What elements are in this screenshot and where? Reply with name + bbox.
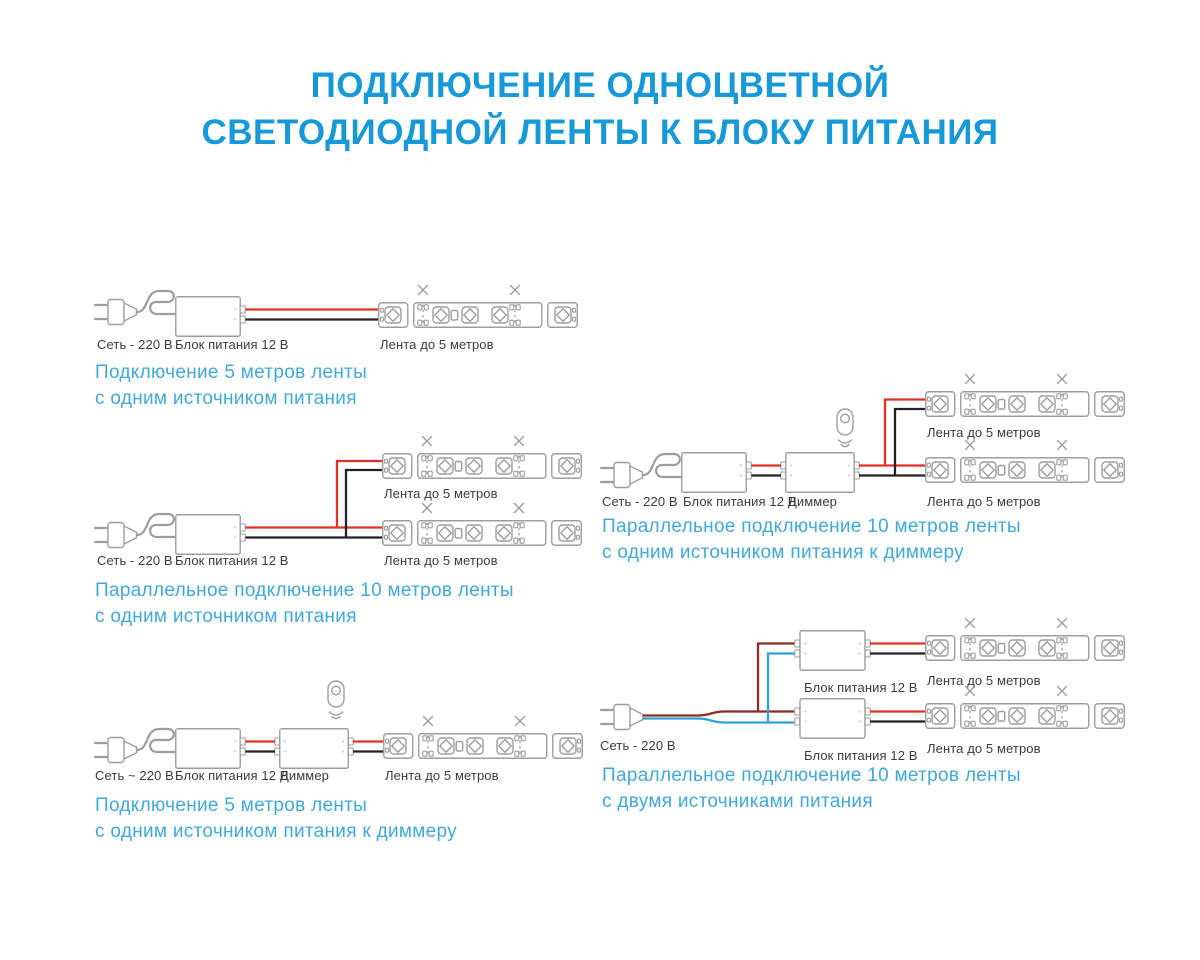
label-psu: Блок питания 12 В: [683, 494, 797, 509]
diagram-caption: Параллельное подключение 10 метров ленты…: [95, 578, 514, 630]
caption-line1: Параллельное подключение 10 метров ленты: [602, 516, 1021, 537]
led-strip-top: [925, 373, 1125, 417]
led-strip-top: [382, 435, 582, 479]
label-psu: Блок питания 12 В: [175, 337, 289, 352]
label-mains: Сеть - 220 В: [600, 738, 676, 753]
label-dimmer: Диммер: [280, 768, 330, 783]
negative-wire: [870, 652, 926, 723]
diagram-5m-one-psu-drawing: [93, 284, 578, 337]
caption-line1: Подключение 5 метров ленты: [95, 362, 368, 383]
label-psu: Блок питания 12 В: [175, 768, 289, 783]
diagram-10m-one-psu: Лента до 5 метров Сеть - 220 В Блок пита…: [80, 430, 590, 645]
diagram-caption: Параллельное подключение 10 метров ленты…: [602, 514, 1021, 566]
negative-wire: [751, 407, 926, 477]
diagram-5m-one-psu: Сеть - 220 В Блок питания 12 В Лента до …: [80, 280, 590, 425]
diagram-10m-two-psu-drawing: [599, 617, 1125, 739]
power-plug-icon: [93, 521, 138, 549]
negative-wire: [245, 468, 383, 539]
page-title-line2: СВЕТОДИОДНОЙ ЛЕНТЫ К БЛОКУ ПИТАНИЯ: [201, 113, 999, 152]
led-strip-bottom: [925, 685, 1125, 729]
line-wire: [643, 642, 795, 717]
caption-line2: с одним источником питания: [95, 606, 357, 627]
label-psu: Блок питания 12 В: [175, 553, 289, 568]
diagram-10m-two-psu: Лента до 5 метров Блок питания 12 В Сеть…: [592, 610, 1132, 820]
label-dimmer: Диммер: [788, 494, 838, 509]
diagram-caption: Подключение 5 метров ленты с одним источ…: [95, 360, 367, 412]
power-plug-icon: [93, 736, 138, 764]
power-supply-box: [681, 452, 752, 493]
diagram-caption: Параллельное подключение 10 метров ленты…: [602, 763, 1021, 815]
label-mains: Сеть - 220 В: [602, 494, 678, 509]
caption-line2: с одним источником питания к диммеру: [602, 542, 964, 563]
diagram-5m-dimmer-drawing: [93, 680, 583, 769]
label-psu-top: Блок питания 12 В: [804, 680, 918, 695]
neutral-wire: [643, 652, 795, 724]
page-title: ПОДКЛЮЧЕНИЕ ОДНОЦВЕТНОЙ СВЕТОДИОДНОЙ ЛЕН…: [0, 62, 1200, 156]
label-strip-top: Лента до 5 метров: [927, 673, 1041, 688]
label-strip-top: Лента до 5 метров: [384, 486, 498, 501]
label-strip-top: Лента до 5 метров: [927, 425, 1041, 440]
caption-line1: Параллельное подключение 10 метров ленты: [95, 580, 514, 601]
dimmer-box: [274, 728, 354, 769]
power-supply-box-top: [794, 630, 871, 671]
label-mains: Сеть - 220 В: [97, 337, 173, 352]
label-mains: Сеть - 220 В: [97, 553, 173, 568]
caption-line2: с двумя источниками питания: [602, 791, 873, 812]
positive-wire: [870, 642, 926, 713]
dimmer-box: [780, 452, 860, 493]
label-strip-bottom: Лента до 5 метров: [927, 741, 1041, 756]
label-strip-bottom: Лента до 5 метров: [384, 553, 498, 568]
led-strip-bottom: [925, 439, 1125, 483]
power-supply-box-bottom: [794, 698, 871, 739]
label-psu-bottom: Блок питания 12 В: [804, 748, 918, 763]
diagram-10m-one-psu-dimmer: Лента до 5 метров Сеть - 220 В Блок пита…: [592, 368, 1132, 573]
page-title-line1: ПОДКЛЮЧЕНИЕ ОДНОЦВЕТНОЙ: [310, 66, 890, 105]
caption-line2: с одним источником питания к диммеру: [95, 821, 457, 842]
led-strip-bottom: [382, 502, 582, 546]
rf-remote-icon: [836, 408, 854, 448]
label-mains: Сеть ~ 220 В: [95, 768, 174, 783]
label-strip-bottom: Лента до 5 метров: [927, 494, 1041, 509]
label-strip: Лента до 5 метров: [380, 337, 494, 352]
positive-wire: [751, 398, 926, 467]
diagram-10m-one-psu-dimmer-drawing: [599, 373, 1125, 493]
power-plug-icon: [599, 461, 644, 489]
mains-cable: [135, 727, 177, 754]
power-plug-icon: [599, 703, 644, 731]
diagram-10m-one-psu-drawing: [93, 435, 582, 555]
caption-line1: Параллельное подключение 10 метров ленты: [602, 765, 1021, 786]
led-strip: [378, 284, 578, 328]
caption-line2: с одним источником питания: [95, 388, 357, 409]
rf-remote-icon: [327, 680, 345, 720]
mains-cable: [135, 289, 177, 316]
power-supply-box: [175, 296, 246, 337]
power-supply-box: [175, 728, 246, 769]
power-supply-box: [175, 514, 246, 555]
diagram-5m-dimmer: Сеть ~ 220 В Блок питания 12 В Диммер Ле…: [80, 672, 590, 862]
led-strip-top: [925, 617, 1125, 661]
mains-cable: [641, 452, 683, 479]
power-plug-icon: [93, 298, 138, 326]
diagram-caption: Подключение 5 метров ленты с одним источ…: [95, 793, 457, 845]
led-strip: [383, 715, 583, 759]
positive-wire: [245, 459, 383, 529]
caption-line1: Подключение 5 метров ленты: [95, 795, 368, 816]
label-strip: Лента до 5 метров: [385, 768, 499, 783]
mains-cable: [135, 512, 177, 539]
